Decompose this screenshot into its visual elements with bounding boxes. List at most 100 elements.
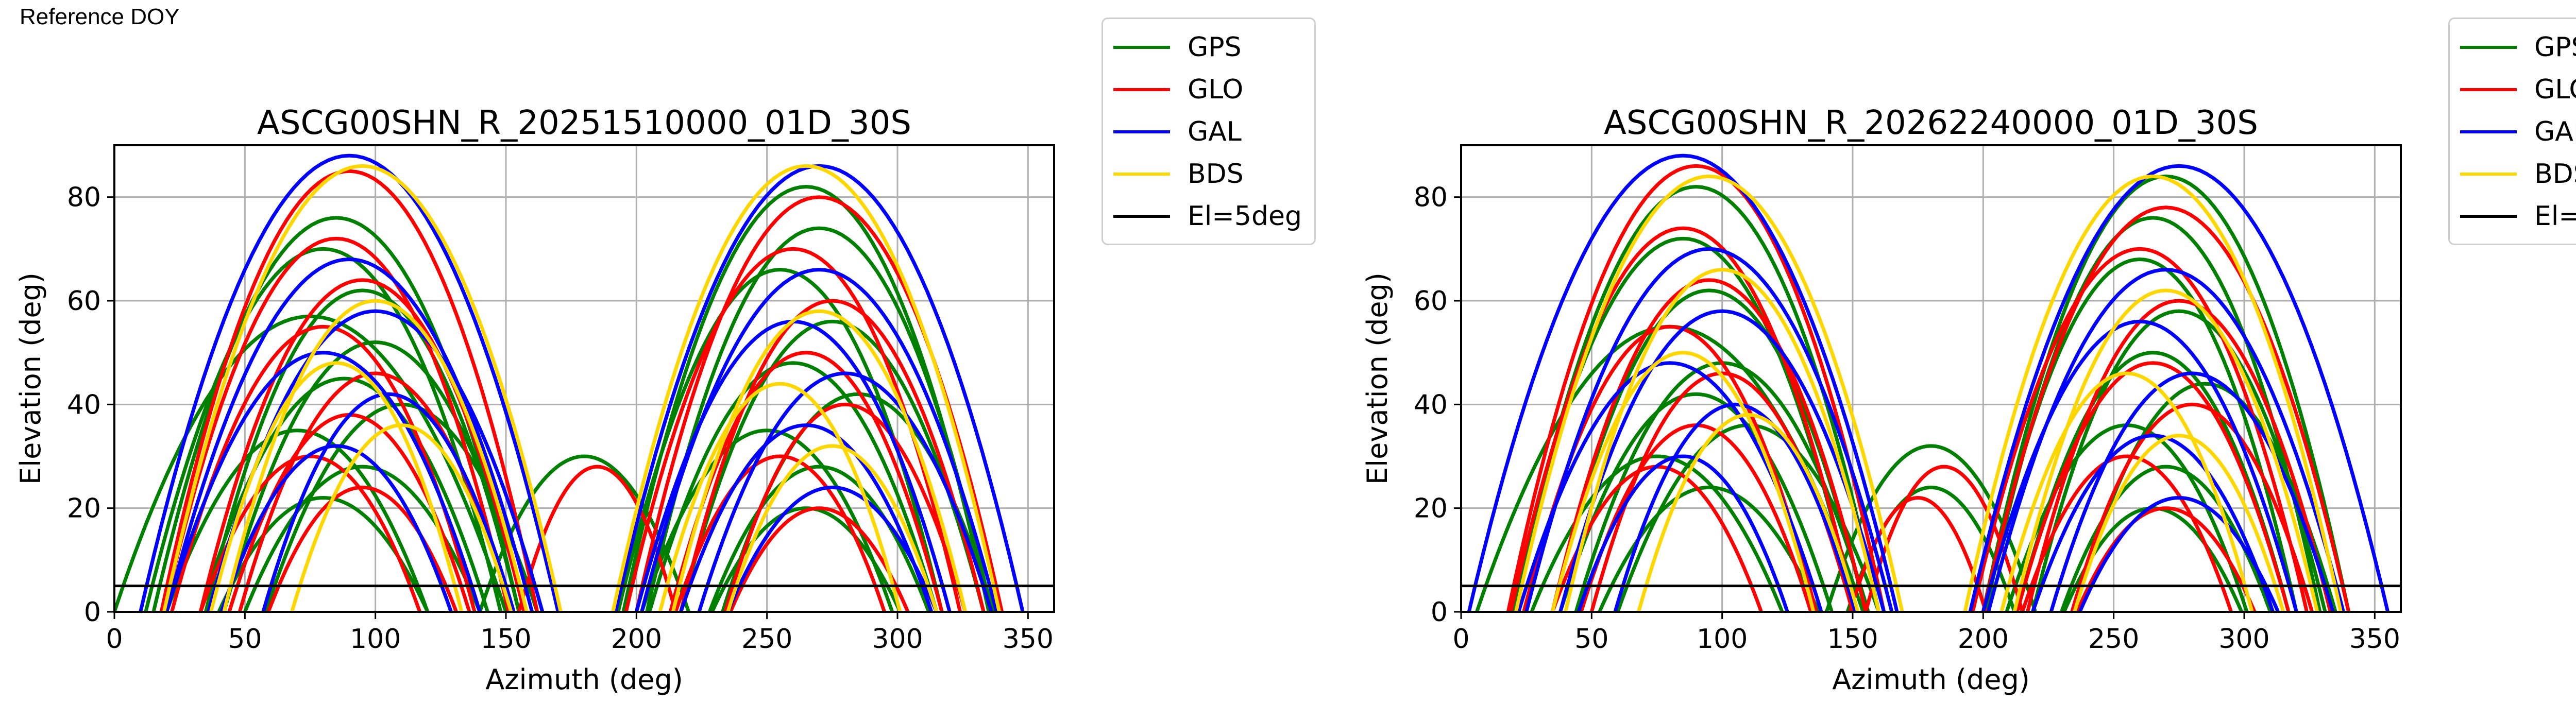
satellite-track bbox=[164, 257, 534, 612]
satellite-track bbox=[2049, 371, 2335, 612]
legend-label: El=5deg bbox=[1188, 201, 1302, 232]
satellite-track bbox=[2015, 351, 2291, 612]
elevation-azimuth-chart-left: ASCG00SHN_R_20251510000_01D_30S 0 50 100 150… bbox=[14, 104, 1055, 696]
x-tick-label: 250 bbox=[741, 624, 792, 655]
y-tick-label: 80 bbox=[1414, 182, 1448, 213]
legend-item-glo: GLO bbox=[2460, 68, 2576, 111]
legend-swatch bbox=[1113, 130, 1170, 133]
chart-title: ASCG00SHN_R_20251510000_01D_30S bbox=[257, 104, 911, 142]
satellite-track bbox=[1863, 465, 2024, 612]
satellite-track bbox=[1550, 278, 1868, 612]
x-tick-label: 350 bbox=[1003, 624, 1054, 655]
plot-frame bbox=[113, 144, 1055, 613]
legend-label: GAL bbox=[2534, 116, 2576, 147]
satellite-track bbox=[1506, 164, 1886, 612]
x-tick-label: 50 bbox=[1574, 624, 1608, 655]
x-tick-label: 300 bbox=[2218, 624, 2269, 655]
satellite-track bbox=[1637, 413, 1860, 612]
satellite-track bbox=[679, 319, 986, 612]
satellite-track bbox=[658, 382, 902, 612]
legend-item-el-5deg: El=5deg bbox=[1113, 195, 1302, 237]
satellite-track bbox=[162, 236, 511, 612]
satellite-track bbox=[1577, 454, 1789, 612]
x-tick-label: 150 bbox=[1827, 624, 1878, 655]
chart-legend-right: GPS GLO GAL BDS El=5deg bbox=[2448, 18, 2576, 245]
satellite-track bbox=[2031, 309, 2327, 612]
satellite-track bbox=[222, 340, 529, 612]
satellite-track bbox=[679, 299, 986, 612]
legend-label: GPS bbox=[2534, 32, 2576, 63]
legend-label: GPS bbox=[1188, 32, 1242, 63]
satellite-track bbox=[1981, 205, 2351, 612]
legend-item-bds: BDS bbox=[2460, 153, 2576, 195]
satellite-track bbox=[1971, 247, 2309, 612]
y-tick-label: 0 bbox=[1431, 597, 1448, 628]
series-bds bbox=[162, 164, 1002, 612]
y-tick-label: 60 bbox=[1414, 286, 1448, 317]
legend-label: GAL bbox=[1188, 116, 1242, 147]
legend-swatch bbox=[2460, 173, 2517, 176]
satellite-track bbox=[2031, 434, 2275, 612]
satellite-track bbox=[1963, 174, 2343, 612]
satellite-track bbox=[219, 444, 453, 612]
legend-item-gal: GAL bbox=[1113, 111, 1302, 153]
legend-item-gps: GPS bbox=[1113, 26, 1302, 68]
satellite-track bbox=[648, 361, 939, 612]
legend-swatch bbox=[2460, 46, 2517, 49]
y-tick-label: 40 bbox=[1414, 389, 1448, 420]
y-tick-label: 80 bbox=[67, 182, 101, 213]
y-tick-label: 40 bbox=[67, 389, 101, 420]
legend-swatch bbox=[2460, 215, 2517, 218]
legend-label: BDS bbox=[2534, 159, 2576, 190]
satellite-track bbox=[159, 169, 539, 612]
satellite-track bbox=[1467, 153, 1899, 612]
x-axis-label: Azimuth (deg) bbox=[485, 663, 683, 696]
satellite-track bbox=[645, 226, 993, 612]
satellite-track bbox=[144, 247, 503, 612]
series-bds bbox=[1514, 174, 2343, 612]
x-tick-label: 150 bbox=[480, 624, 531, 655]
y-axis-label: Elevation (deg) bbox=[1361, 272, 1394, 485]
satellite-track bbox=[726, 485, 939, 612]
y-tick-label: 0 bbox=[84, 597, 101, 628]
satellite-track bbox=[679, 423, 934, 612]
elevation-azimuth-chart-right: ASCG00SHN_R_20262240000_01D_30S 0 50 100 150… bbox=[1361, 104, 2402, 696]
legend-swatch bbox=[1113, 173, 1170, 176]
x-tick-label: 250 bbox=[2088, 624, 2139, 655]
x-axis-label: Azimuth (deg) bbox=[1832, 663, 2030, 696]
reference-doy-label: Reference DOY bbox=[20, 4, 180, 29]
satellite-track bbox=[2073, 434, 2285, 612]
x-tick-label: 50 bbox=[228, 624, 262, 655]
satellite-track bbox=[222, 299, 529, 612]
satellite-track bbox=[1824, 444, 2038, 612]
satellite-track bbox=[164, 351, 482, 612]
y-tick-label: 20 bbox=[1414, 493, 1448, 524]
x-tick-label: 300 bbox=[872, 624, 923, 655]
satellite-track bbox=[673, 454, 887, 612]
satellite-track bbox=[697, 371, 993, 612]
chart-panel-left: ASCG00SHN_R_20251510000_01D_30S 0 50 100 150… bbox=[14, 18, 1316, 696]
satellite-track bbox=[668, 351, 944, 612]
satellite-track bbox=[728, 506, 910, 612]
satellite-track bbox=[726, 444, 939, 612]
satellite-track bbox=[209, 361, 464, 612]
y-tick-label: 20 bbox=[67, 493, 101, 524]
satellite-track bbox=[640, 428, 894, 612]
satellite-track bbox=[170, 324, 477, 612]
satellite-track bbox=[1558, 309, 1886, 612]
series-gal bbox=[139, 153, 1025, 612]
satellite-track bbox=[616, 268, 944, 612]
x-tick-label: 200 bbox=[611, 624, 662, 655]
x-tick-label: 100 bbox=[350, 624, 401, 655]
chart-title: ASCG00SHN_R_20262240000_01D_30S bbox=[1604, 104, 2258, 142]
x-tick-label: 0 bbox=[106, 624, 123, 655]
satellite-track bbox=[1524, 247, 1894, 612]
legend-swatch bbox=[2460, 88, 2517, 91]
legend-label: GLO bbox=[2534, 74, 2576, 105]
satellite-track bbox=[2075, 506, 2257, 612]
satellite-track bbox=[611, 164, 1002, 612]
satellite-track bbox=[1848, 495, 1988, 612]
y-axis-label: Elevation (deg) bbox=[14, 272, 47, 485]
satellite-track bbox=[671, 309, 968, 612]
satellite-track bbox=[517, 465, 677, 612]
